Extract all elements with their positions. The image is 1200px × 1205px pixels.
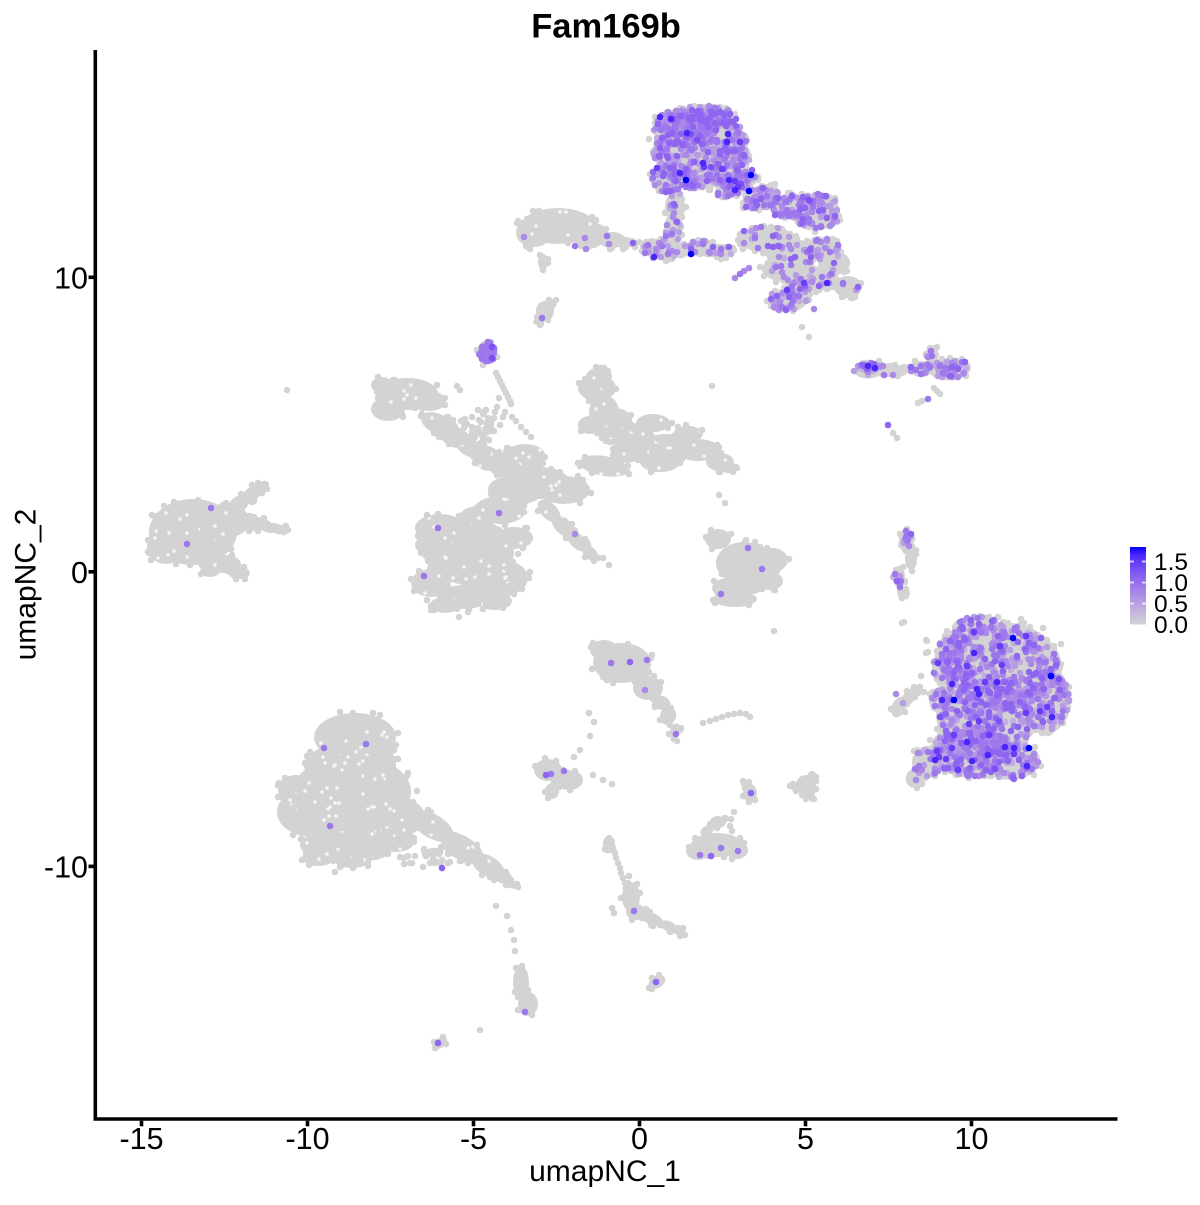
svg-text:Fam169b: Fam169b — [531, 8, 681, 46]
svg-text:1.0: 1.0 — [1154, 570, 1188, 597]
svg-text:-5: -5 — [460, 1122, 487, 1156]
svg-text:10: 10 — [54, 261, 88, 295]
svg-text:0.0: 0.0 — [1154, 612, 1188, 639]
svg-text:0: 0 — [71, 556, 88, 590]
svg-text:0.5: 0.5 — [1154, 591, 1188, 618]
svg-text:1.5: 1.5 — [1154, 549, 1188, 576]
svg-text:umapNC_2: umapNC_2 — [10, 509, 43, 661]
svg-text:umapNC_1: umapNC_1 — [529, 1155, 681, 1188]
svg-text:10: 10 — [955, 1122, 989, 1156]
svg-text:-10: -10 — [285, 1122, 329, 1156]
svg-text:-15: -15 — [119, 1122, 163, 1156]
svg-text:-10: -10 — [44, 851, 88, 885]
svg-text:0: 0 — [631, 1122, 648, 1156]
svg-text:5: 5 — [797, 1122, 814, 1156]
